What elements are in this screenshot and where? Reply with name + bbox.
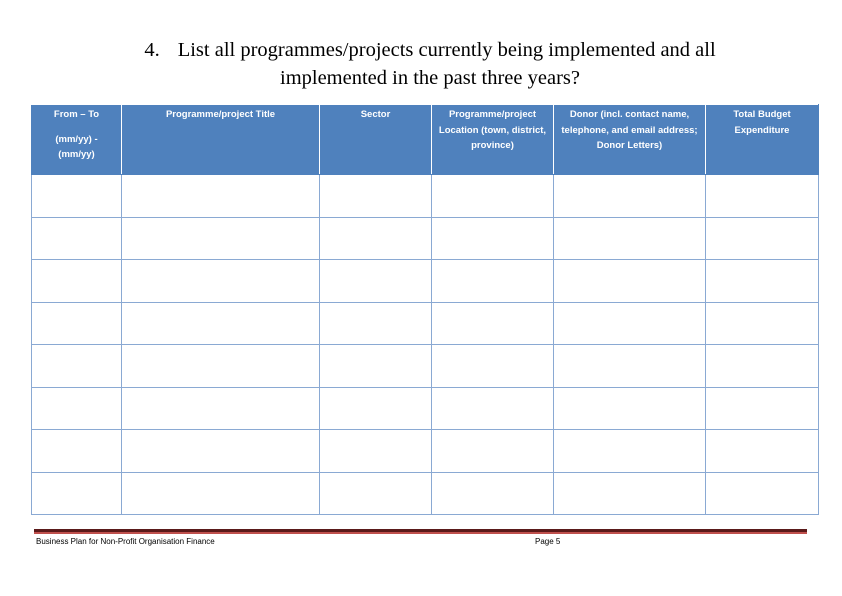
table-cell[interactable] <box>553 344 706 388</box>
table-header-row: From – To (mm/yy) - (mm/yy) Programme/pr… <box>31 104 819 175</box>
table-cell[interactable] <box>31 344 122 388</box>
column-header-title: Programme/project Title <box>121 104 320 175</box>
table-cell[interactable] <box>431 301 554 345</box>
table-cell[interactable] <box>705 386 819 430</box>
table-cell[interactable] <box>31 301 122 345</box>
table-cell[interactable] <box>121 344 320 388</box>
table-cell[interactable] <box>705 301 819 345</box>
table-cell[interactable] <box>705 216 819 260</box>
column-header-budget: Total Budget Expenditure <box>705 104 819 175</box>
table-row <box>31 471 819 515</box>
table-cell[interactable] <box>431 471 554 515</box>
table-row <box>31 301 819 345</box>
question-number: 4. <box>144 39 160 61</box>
table-cell[interactable] <box>553 174 706 218</box>
table-row <box>31 429 819 473</box>
table-cell[interactable] <box>705 429 819 473</box>
table-cell[interactable] <box>431 429 554 473</box>
table-cell[interactable] <box>121 174 320 218</box>
table-cell[interactable] <box>319 471 432 515</box>
table-row <box>31 259 819 303</box>
table-cell[interactable] <box>31 174 122 218</box>
table-cell[interactable] <box>431 386 554 430</box>
table-cell[interactable] <box>319 259 432 303</box>
table-cell[interactable] <box>431 259 554 303</box>
table-cell[interactable] <box>553 301 706 345</box>
programmes-table: From – To (mm/yy) - (mm/yy) Programme/pr… <box>31 104 819 515</box>
footer-rule <box>34 529 807 532</box>
table-body <box>31 174 819 515</box>
column-header-sector: Sector <box>319 104 432 175</box>
table-cell[interactable] <box>705 344 819 388</box>
table-cell[interactable] <box>121 216 320 260</box>
question-text-1: List all programmes/projects currently b… <box>177 39 716 61</box>
question-line-2: implemented in the past three years? <box>280 67 580 89</box>
table-cell[interactable] <box>431 344 554 388</box>
table-cell[interactable] <box>705 259 819 303</box>
table-cell[interactable] <box>319 216 432 260</box>
column-header-donor: Donor (incl. contact name, telephone, an… <box>553 104 706 175</box>
table-cell[interactable] <box>31 386 122 430</box>
table-cell[interactable] <box>319 386 432 430</box>
footer-document-title: Business Plan for Non-Profit Organisatio… <box>36 537 215 546</box>
table-cell[interactable] <box>31 471 122 515</box>
table-cell[interactable] <box>705 471 819 515</box>
table-cell[interactable] <box>121 259 320 303</box>
footer-rule-accent <box>34 532 807 534</box>
table-cell[interactable] <box>31 259 122 303</box>
column-header-from-to: From – To (mm/yy) - (mm/yy) <box>31 104 122 175</box>
table-cell[interactable] <box>431 216 554 260</box>
table-row <box>31 174 819 218</box>
question-heading: 4. List all programmes/projects currently… <box>60 36 800 92</box>
table-cell[interactable] <box>31 429 122 473</box>
table-cell[interactable] <box>553 471 706 515</box>
footer-page-number: Page 5 <box>535 537 561 546</box>
table-row <box>31 216 819 260</box>
column-header-label: From – To <box>53 109 100 120</box>
table-cell[interactable] <box>121 301 320 345</box>
table-cell[interactable] <box>553 429 706 473</box>
table-cell[interactable] <box>121 429 320 473</box>
column-header-sublabel: (mm/yy) - (mm/yy) <box>55 133 98 161</box>
table-cell[interactable] <box>431 174 554 218</box>
table-cell[interactable] <box>319 301 432 345</box>
table-cell[interactable] <box>705 174 819 218</box>
table-cell[interactable] <box>553 386 706 430</box>
table-cell[interactable] <box>319 344 432 388</box>
table-cell[interactable] <box>121 386 320 430</box>
question-line-1: 4. List all programmes/projects currently… <box>60 36 800 64</box>
table-cell[interactable] <box>121 471 320 515</box>
column-header-location: Programme/project Location (town, distri… <box>431 104 554 175</box>
table-cell[interactable] <box>553 259 706 303</box>
table-cell[interactable] <box>319 429 432 473</box>
table-cell[interactable] <box>31 216 122 260</box>
table-row <box>31 386 819 430</box>
table-cell[interactable] <box>319 174 432 218</box>
table-cell[interactable] <box>553 216 706 260</box>
table-row <box>31 344 819 388</box>
